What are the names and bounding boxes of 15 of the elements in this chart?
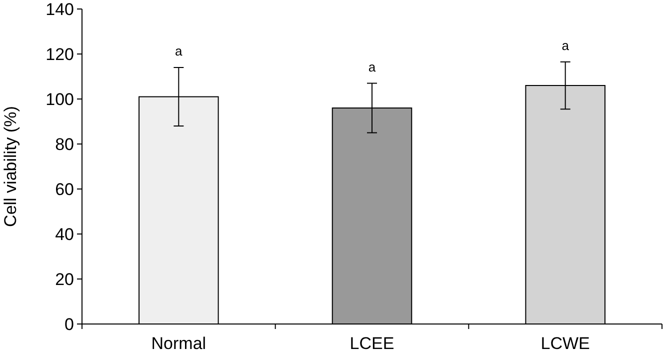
x-tick-label: Normal — [151, 334, 206, 353]
y-tick-label: 20 — [55, 270, 74, 289]
annotation: a — [175, 44, 184, 58]
y-axis-title: Cell viability (%) — [1, 106, 20, 227]
y-tick-label: 0 — [64, 314, 74, 334]
y-tick-label: 100 — [46, 90, 74, 109]
annotation: a — [368, 59, 376, 74]
y-tick-label: 80 — [55, 134, 74, 154]
annotation: a — [562, 38, 570, 53]
y-tick-label: 140 — [46, 0, 74, 19]
y-tick-label: 40 — [55, 224, 74, 244]
x-tick-label: LCEE — [350, 334, 394, 353]
x-tick-label: LCWE — [540, 334, 590, 353]
y-tick-label: 120 — [46, 44, 74, 64]
y-tick-label: 60 — [55, 180, 74, 199]
